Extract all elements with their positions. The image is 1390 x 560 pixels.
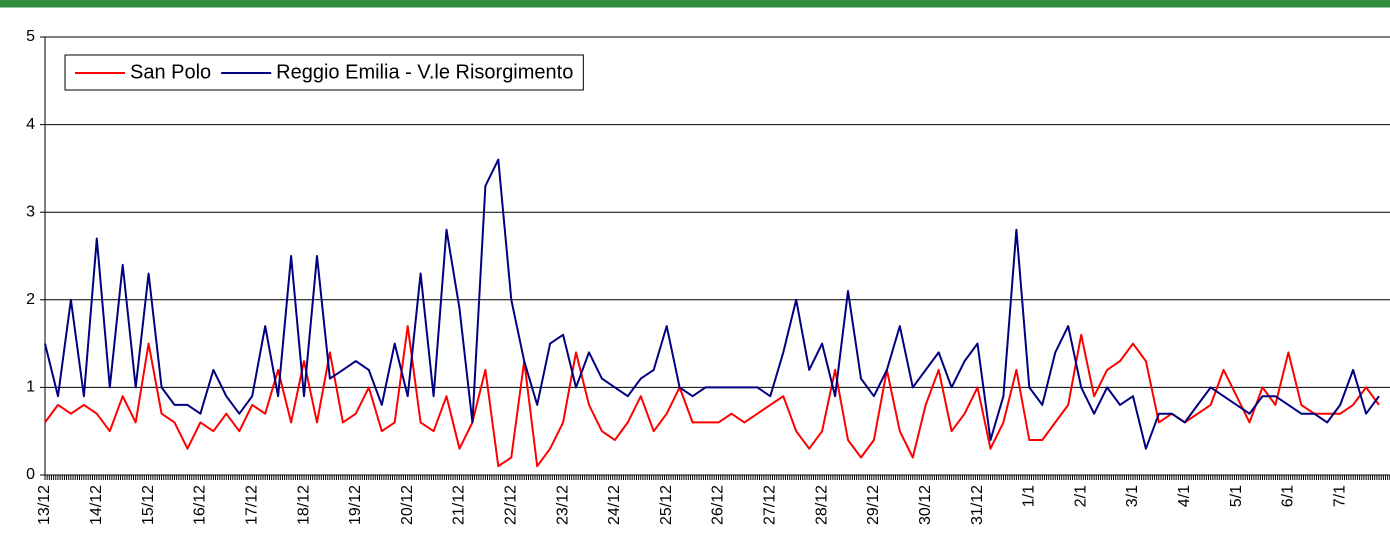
x-tick-label: 6/1: [1280, 485, 1297, 507]
series-line: [44, 325, 1380, 468]
legend-box: [64, 54, 584, 91]
header-bar: [0, 0, 1390, 8]
y-tick-label: 3: [26, 203, 35, 220]
x-tick-label: 19/12: [347, 485, 364, 525]
x-tick-label: 22/12: [502, 485, 519, 525]
x-tick-label: 13/12: [36, 485, 53, 525]
x-tick-label: 4/1: [1176, 485, 1193, 507]
legend-label: San Polo: [130, 61, 211, 83]
x-tick-label: 18/12: [295, 485, 312, 525]
x-tick-label: 25/12: [658, 485, 675, 525]
y-tick-label: 0: [26, 466, 35, 483]
y-tick-label: 1: [26, 379, 35, 396]
x-tick-label: 29/12: [865, 485, 882, 525]
x-tick-label: 23/12: [554, 485, 571, 525]
x-tick-label: 24/12: [606, 485, 623, 525]
x-tick-label: 30/12: [917, 485, 934, 525]
x-tick-label: 1/1: [1021, 485, 1038, 507]
x-tick-label: 31/12: [969, 485, 986, 525]
x-tick-label: 3/1: [1124, 485, 1141, 507]
x-tick-label: 7/1: [1331, 485, 1348, 507]
x-tick-label: 2/1: [1072, 485, 1089, 507]
x-tick-label: 5/1: [1228, 485, 1245, 507]
x-tick-label: 26/12: [710, 485, 727, 525]
series-line: [44, 158, 1380, 450]
x-tick-label: 17/12: [243, 485, 260, 525]
y-tick-label: 2: [26, 291, 35, 308]
x-tick-label: 27/12: [762, 485, 779, 525]
x-tick-label: 20/12: [399, 485, 416, 525]
x-tick-label: 14/12: [88, 485, 105, 525]
y-tick-label: 5: [26, 28, 35, 45]
x-tick-label: 15/12: [140, 485, 157, 525]
x-tick-label: 28/12: [813, 485, 830, 525]
x-tick-label: 16/12: [192, 485, 209, 525]
legend-label: Reggio Emilia - V.le Risorgimento: [276, 61, 573, 83]
legend: San Polo Reggio Emilia - V.le Risorgiment…: [64, 54, 584, 91]
y-tick-label: 4: [26, 116, 35, 133]
x-tick-label: 21/12: [451, 485, 468, 525]
